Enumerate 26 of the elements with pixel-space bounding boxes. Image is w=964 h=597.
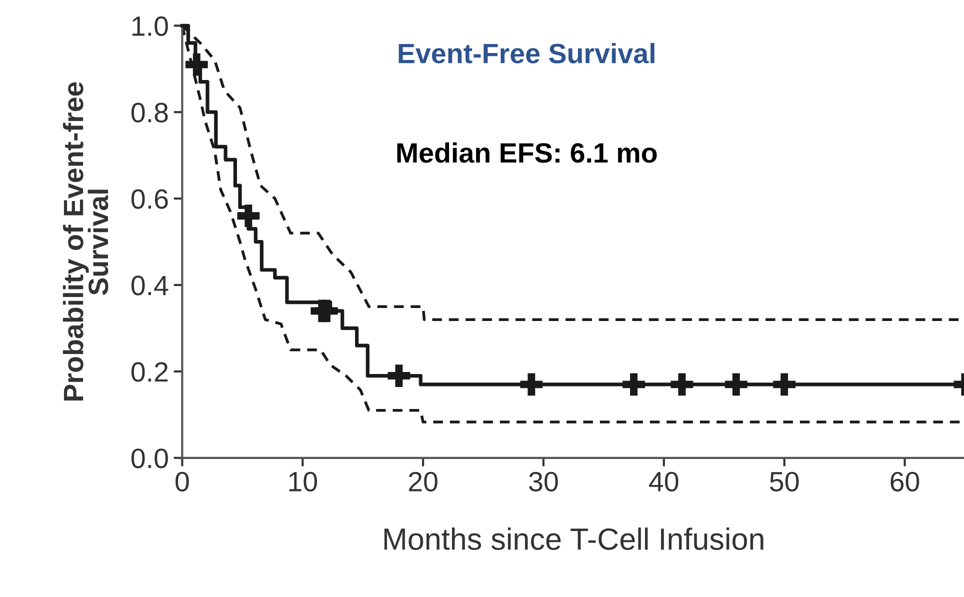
x-tick-label: 60 xyxy=(890,472,920,492)
x-tick-label: 0 xyxy=(176,472,189,492)
point xyxy=(185,53,208,76)
y-tick-label: 0.6 xyxy=(131,189,168,209)
point xyxy=(237,204,260,228)
y-tick-label: 0.2 xyxy=(131,362,168,382)
x-tick-label: 30 xyxy=(529,472,558,492)
point xyxy=(388,364,410,387)
x-tick-label: 50 xyxy=(770,472,799,492)
point xyxy=(622,373,645,396)
y-tick-label: 0.0 xyxy=(131,448,168,468)
point xyxy=(773,373,796,396)
y-axis-title: Probability of Event-free Survival xyxy=(62,82,108,400)
y-tick-label: 1.0 xyxy=(132,16,168,36)
point xyxy=(670,373,694,396)
point xyxy=(724,373,748,396)
x-axis-title: Months since T-Cell Infusion xyxy=(384,528,764,550)
annotation: Median EFS: 6.1 mo xyxy=(397,142,657,163)
point xyxy=(316,300,338,322)
x-tick-label: 20 xyxy=(409,472,438,492)
y-tick-label: 0.4 xyxy=(131,276,168,296)
x-tick-label: 10 xyxy=(289,472,317,492)
chart-title: Event-Free Survival xyxy=(398,42,654,64)
x-tick-label: 40 xyxy=(649,472,678,492)
point xyxy=(520,373,543,396)
y-tick-label: 0.8 xyxy=(131,102,168,122)
